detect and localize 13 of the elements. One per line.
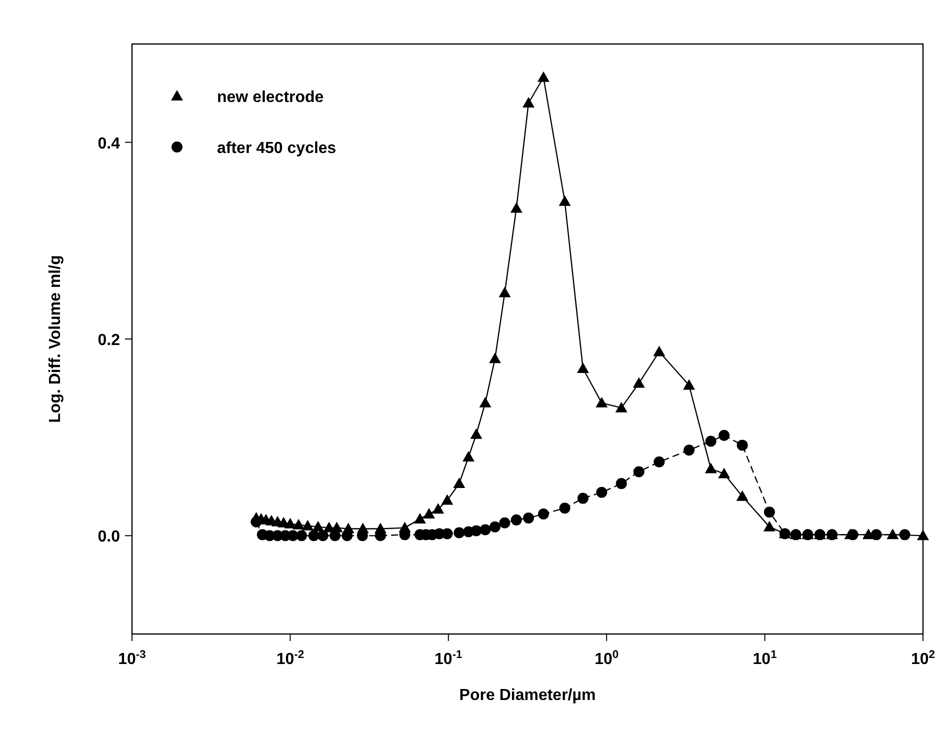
x-tick-label: 10$^{-3}$ — [118, 649, 146, 668]
x-axis-title: Pore Diameter/µm — [459, 687, 596, 704]
legend-label: after 450 cycles — [217, 140, 336, 157]
x-tick-label: 10$^{-1}$ — [434, 649, 462, 668]
y-tick-label: 0.0 — [98, 528, 120, 546]
legend-label: new electrode — [217, 89, 324, 106]
x-tick-label: 10$^{-2}$ — [276, 649, 304, 668]
x-tick-label: 10$^{1}$ — [752, 649, 777, 668]
y-tick-label: 0.2 — [98, 332, 120, 349]
x-tick-label: 10$^{2}$ — [910, 649, 936, 668]
y-tick-label: 0.4 — [98, 135, 120, 152]
x-tick-label: 10$^{0}$ — [594, 649, 619, 668]
y-axis-title: Log. Diff. Volume ml/g — [47, 255, 64, 423]
